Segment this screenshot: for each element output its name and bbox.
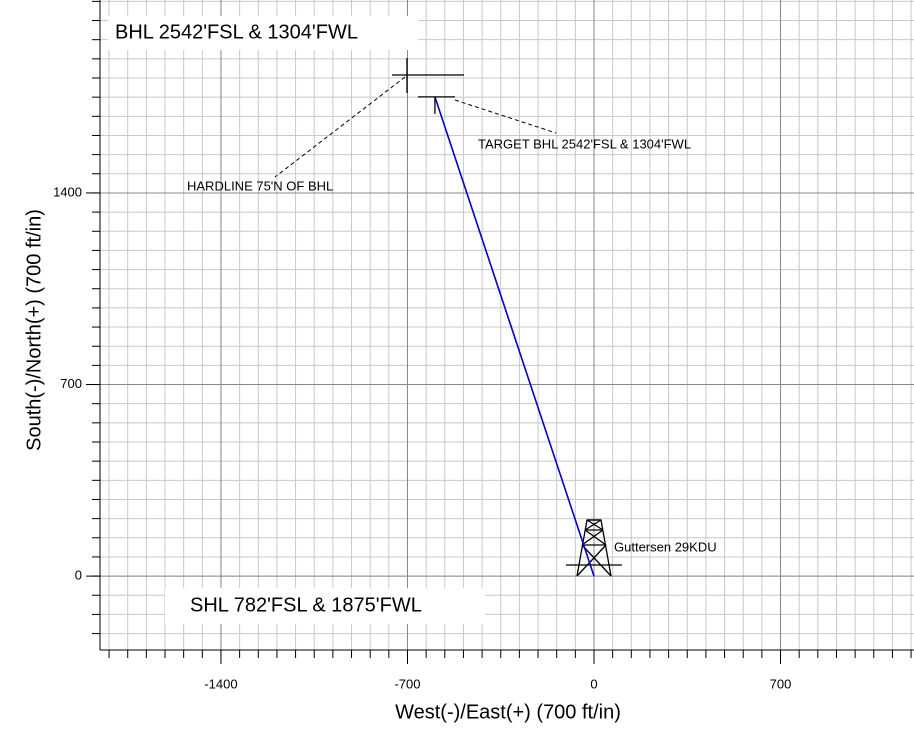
shl-label: SHL 782'FSL & 1875'FWL — [190, 594, 422, 616]
x-tick-label: -700 — [394, 676, 420, 691]
y-tick-label: 700 — [60, 376, 82, 391]
x-tick-label: 700 — [770, 676, 792, 691]
bhl-label: BHL 2542'FSL & 1304'FWL — [115, 21, 358, 43]
hardline-label: HARDLINE 75'N OF BHL — [187, 178, 333, 193]
rig-icon — [566, 519, 622, 577]
hardline-marker — [392, 58, 464, 93]
rig-label: Guttersen 29KDU — [614, 539, 717, 554]
leader — [454, 99, 557, 134]
x-axis-title: West(-)/East(+) (700 ft/in) — [395, 701, 621, 723]
y-tick-label: 0 — [75, 568, 82, 583]
target-marker — [417, 96, 455, 114]
y-axis-title: South(-)/North(+) (700 ft/in) — [23, 209, 45, 451]
label-bg — [108, 16, 418, 50]
label-bg — [165, 588, 485, 624]
x-tick-label: 0 — [590, 676, 597, 691]
grid — [100, 0, 914, 650]
target-label: TARGET BHL 2542'FSL & 1304'FWL — [478, 136, 691, 151]
leader — [274, 76, 406, 178]
y-tick-label: 1400 — [53, 184, 82, 199]
well-path — [434, 96, 595, 577]
x-tick-label: -1400 — [204, 676, 237, 691]
